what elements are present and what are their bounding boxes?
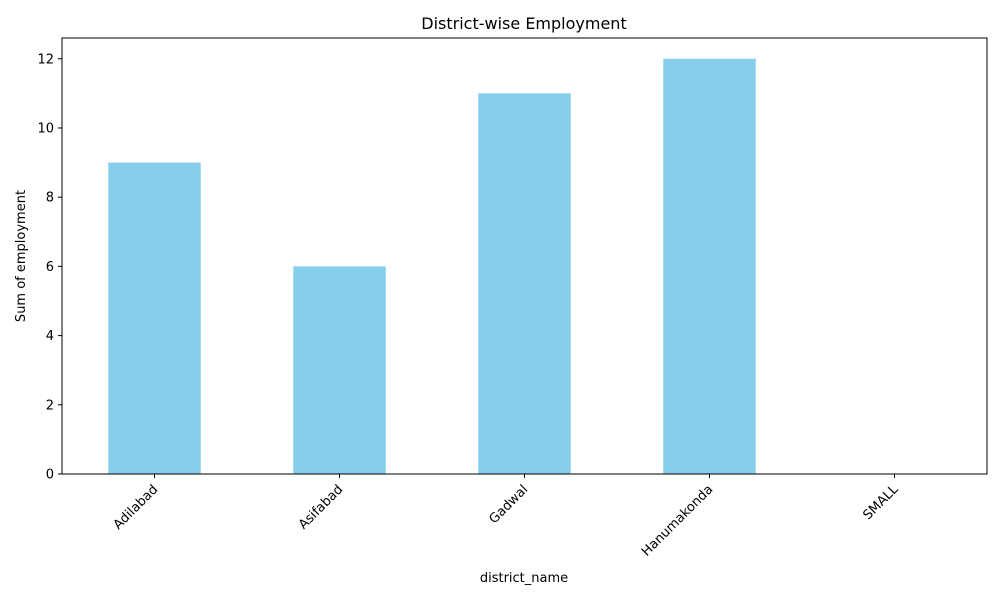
y-tick-label: 12 [37,52,54,67]
y-tick-label: 10 [37,121,54,136]
bar-asifabad [293,266,386,474]
y-tick-label: 2 [46,398,54,413]
y-tick-label: 8 [46,191,54,206]
x-axis-label: district_name [480,571,568,586]
y-axis-ticks: 0 2 4 6 8 10 12 [37,52,62,483]
chart-title: District-wise Employment [421,14,626,33]
y-tick-label: 6 [46,260,54,275]
bar-gadwal [478,93,571,474]
bar-adilabad [108,162,201,475]
y-tick-label: 4 [46,329,54,344]
bar-hanumakonda [663,58,756,475]
y-tick-label: 0 [46,468,54,483]
bars-group [108,58,756,475]
plot-area-frame [61,37,988,475]
y-axis-label: Sum of employment [14,190,29,322]
